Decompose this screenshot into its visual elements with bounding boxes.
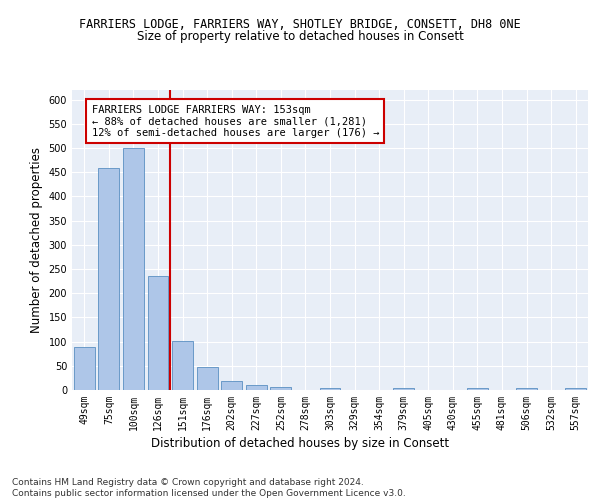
Bar: [148, 276, 169, 390]
Bar: [98, 168, 119, 390]
Bar: [123, 148, 144, 390]
Bar: [516, 388, 537, 390]
Bar: [74, 348, 95, 390]
Y-axis label: Number of detached properties: Number of detached properties: [30, 147, 43, 333]
Bar: [172, 340, 193, 390]
Bar: [246, 384, 267, 390]
Bar: [393, 388, 414, 390]
Text: Distribution of detached houses by size in Consett: Distribution of detached houses by size …: [151, 438, 449, 450]
Bar: [197, 368, 218, 390]
Text: FARRIERS LODGE, FARRIERS WAY, SHOTLEY BRIDGE, CONSETT, DH8 0NE: FARRIERS LODGE, FARRIERS WAY, SHOTLEY BR…: [79, 18, 521, 30]
Text: FARRIERS LODGE FARRIERS WAY: 153sqm
← 88% of detached houses are smaller (1,281): FARRIERS LODGE FARRIERS WAY: 153sqm ← 88…: [92, 104, 379, 138]
Bar: [320, 388, 340, 390]
Text: Contains HM Land Registry data © Crown copyright and database right 2024.
Contai: Contains HM Land Registry data © Crown c…: [12, 478, 406, 498]
Bar: [565, 388, 586, 390]
Text: Size of property relative to detached houses in Consett: Size of property relative to detached ho…: [137, 30, 463, 43]
Bar: [467, 388, 488, 390]
Bar: [271, 386, 292, 390]
Bar: [221, 381, 242, 390]
